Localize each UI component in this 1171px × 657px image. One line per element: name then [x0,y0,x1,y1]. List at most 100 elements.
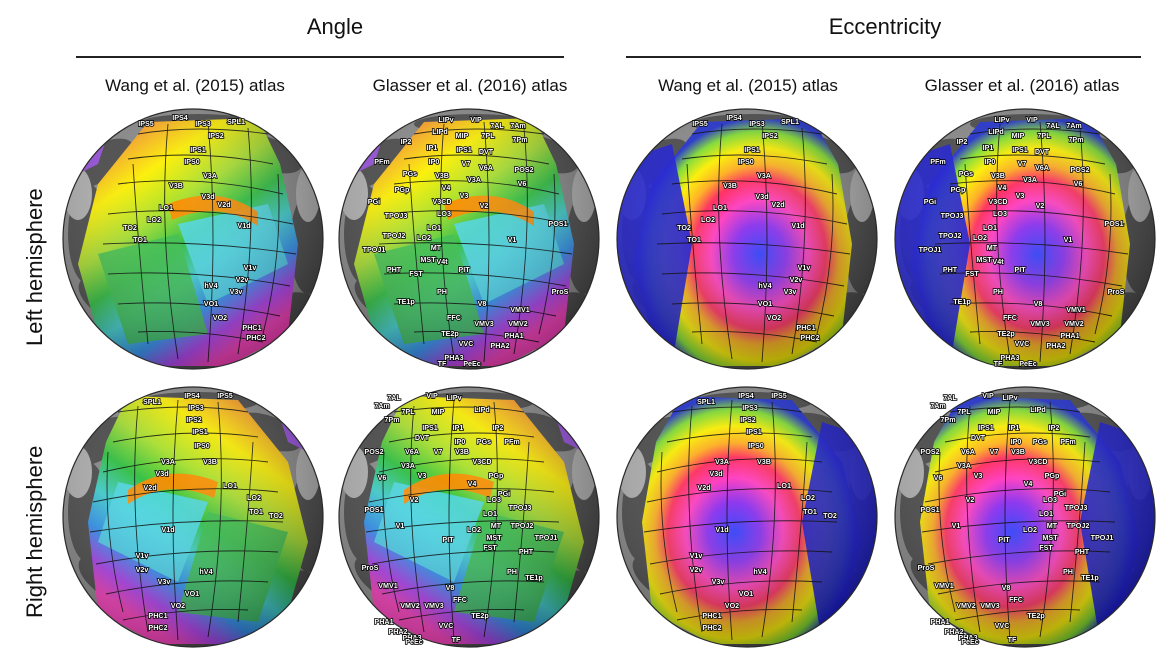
region-label: V3 [418,471,427,480]
region-label: V2 [480,201,489,210]
region-label: FFC [453,595,467,604]
region-label: TE1p [397,297,415,306]
region-label: V3 [974,471,983,480]
region-label: V2d [697,483,710,492]
region-label: IP2 [401,137,412,146]
region-label: PHA2 [1046,341,1065,350]
region-label: V3 [1016,191,1025,200]
region-label: LO1 [1039,509,1053,518]
region-label: VVC [995,621,1010,630]
region-label: PGp [489,471,504,480]
region-label: VMV1 [378,581,398,590]
region-label: 7AL [387,393,401,402]
region-label: LO1 [223,481,237,490]
region-label: MT [491,521,502,530]
region-label: TE2p [441,329,459,338]
region-label: V6 [378,473,387,482]
region-label: IPS3 [749,119,765,128]
region-label: 7PL [957,407,971,416]
column-title-ecc-glasser: Glasser et al. (2016) atlas [924,76,1120,95]
region-label: FST [409,269,423,278]
region-label: V4 [998,183,1007,192]
region-label: IPS0 [738,157,754,166]
region-label: IPS1 [744,145,760,154]
region-label: 7PL [1037,131,1051,140]
region-label: IPS0 [748,441,764,450]
region-label: IP1 [453,423,464,432]
region-label: PHC2 [148,623,167,632]
region-label: V8 [1034,299,1043,308]
column-title-angle-wang: Wang et al. (2015) atlas [105,76,285,95]
region-label: VO2 [767,313,781,322]
region-label: LIPd [988,127,1004,136]
region-label: 7Am [374,401,390,410]
region-label: IPS1 [192,427,208,436]
region-label: POS2 [920,447,939,456]
region-label: VIP [982,391,994,400]
region-label: IPS4 [184,391,200,400]
region-label: MT [987,243,998,252]
region-label: VMV3 [474,319,494,328]
region-label: IP2 [493,423,504,432]
brain-right-angle-wang: SPL1 IPS4 IPS5 IPS3 IPS2 IPS1 IPS0 V3A V3B V3d V2d… [58,382,328,652]
region-label: VVC [439,621,454,630]
region-label: TE1p [953,297,971,306]
region-label: LO1 [427,223,441,232]
region-label: V3d [201,192,214,201]
region-label: PeEc [1019,359,1037,368]
region-label: ProS [362,563,379,572]
region-label: TPOJ2 [939,231,962,240]
region-label: TPOJ2 [1067,521,1090,530]
region-label: IP0 [455,437,466,446]
region-label: IPS5 [692,119,708,128]
region-label: V3CD [472,457,491,466]
brain-left-angle-glasser: LIPv VIP 7AL 7Am LIPd MIP 7PL 7Pm IP2 IP1 IPS1 DVT P… [334,104,604,374]
region-label: IPS2 [762,131,778,140]
region-label: VO1 [204,299,218,308]
region-label: TPOJ2 [511,521,534,530]
region-label: IPS1 [978,423,994,432]
region-label: FST [965,269,979,278]
region-label: VMV2 [956,601,976,610]
region-label: V3A [957,461,971,470]
region-label: V3B [991,171,1005,180]
region-label: VMV1 [934,581,954,590]
region-label: VMV3 [1030,319,1050,328]
region-label: V8 [478,299,487,308]
region-label: V3v [712,577,725,586]
region-label: ProS [552,287,569,296]
region-label: PGi [498,489,510,498]
region-label: V3A [161,457,175,466]
region-label: V2d [143,483,156,492]
region-label: POS2 [1070,165,1089,174]
region-label: V7 [462,159,471,168]
region-label: MST [1042,533,1058,542]
region-label: VMV1 [510,305,530,314]
region-label: PeEc [961,637,979,646]
region-label: TO1 [803,507,817,516]
region-label: FST [1039,543,1053,552]
region-label: IP1 [1009,423,1020,432]
region-label: PHA3 [958,633,977,642]
region-label: V6 [934,473,943,482]
region-label: MT [431,243,442,252]
region-label: LO1 [713,203,727,212]
region-label: IPS2 [208,131,224,140]
region-label: PHT [387,265,402,274]
region-label: TO1 [687,235,701,244]
region-label: LIPv [994,115,1009,124]
region-label: POS1 [364,505,383,514]
region-label: 7Pm [1068,135,1083,144]
region-label: IPS1 [422,423,438,432]
group-rule-angle [76,56,564,58]
region-label: SPL1 [143,397,161,406]
column-title-angle-glasser: Glasser et al. (2016) atlas [372,76,568,95]
region-label: V3A [1023,175,1037,184]
region-label: V3B [435,171,449,180]
region-label: PHA1 [930,617,949,626]
region-label: DVT [971,433,986,442]
region-label: TO2 [823,511,837,520]
region-label: IPS1 [190,145,206,154]
region-label: MST [486,533,502,542]
region-label: POS1 [548,219,567,228]
